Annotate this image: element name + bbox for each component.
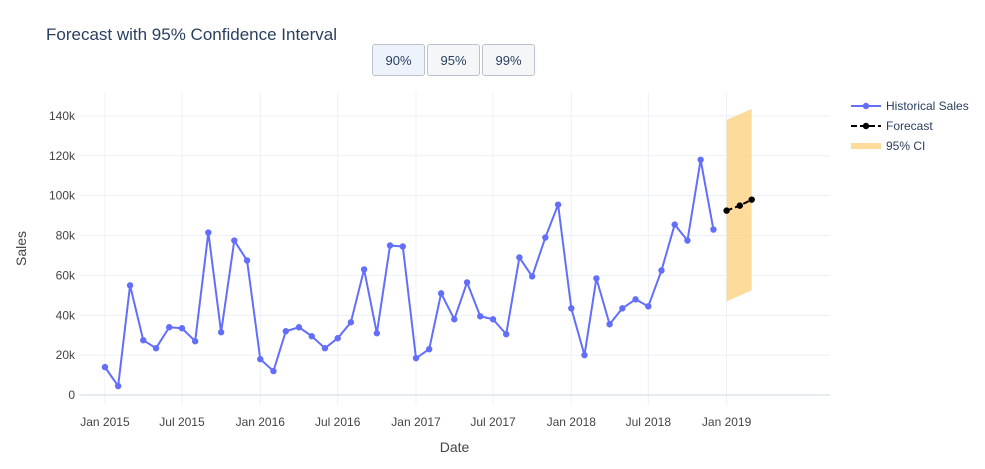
legend-historical-marker: [862, 102, 870, 110]
y-tick-label: 120k: [49, 149, 76, 163]
historical-point: [152, 344, 160, 352]
historical-point: [373, 330, 381, 337]
historical-point: [217, 329, 225, 336]
historical-point: [463, 279, 471, 286]
historical-point: [126, 282, 134, 289]
historical-point: [243, 257, 251, 264]
y-tick-label: 0: [68, 388, 75, 402]
historical-point: [321, 344, 329, 352]
historical-point: [412, 354, 420, 362]
historical-point: [593, 275, 600, 282]
legend-item-historical[interactable]: Historical Sales: [851, 99, 969, 113]
historical-point: [568, 305, 575, 312]
historical-point: [451, 316, 458, 323]
forecast-series: [723, 196, 755, 214]
y-tick-label: 140k: [49, 109, 76, 123]
historical-point: [308, 333, 315, 340]
historical-point: [101, 363, 109, 371]
historical-point: [166, 324, 173, 331]
x-tick-label: Jul 2018: [626, 415, 672, 429]
historical-point: [528, 273, 536, 280]
legend: Historical Sales Forecast 95% CI: [851, 99, 969, 153]
historical-point: [178, 325, 186, 332]
y-axis-title: Sales: [13, 231, 29, 266]
confidence-level-buttons: 90% 95% 99%: [372, 44, 535, 76]
axes: 0 20k 40k 60k 80k 100k 120k 140k Jan 2015 Jul 201…: [49, 109, 752, 429]
historical-point: [347, 319, 355, 326]
historical-point: [334, 335, 341, 342]
legend-item-ci[interactable]: 95% CI: [851, 139, 925, 153]
x-tick-label: Jul 2017: [470, 415, 516, 429]
historical-point: [710, 226, 717, 233]
ci-99-button[interactable]: 99%: [482, 44, 535, 76]
y-tick-label: 40k: [56, 308, 76, 322]
historical-point: [477, 313, 484, 320]
historical-point: [516, 254, 523, 261]
historical-point: [542, 234, 549, 241]
historical-point: [231, 237, 238, 244]
historical-point: [619, 305, 626, 312]
chart-title: Forecast with 95% Confidence Interval: [46, 25, 338, 44]
historical-point: [295, 324, 303, 331]
x-tick-label: Jan 2016: [236, 415, 286, 429]
x-tick-label: Jan 2019: [702, 415, 752, 429]
historical-point: [581, 351, 588, 359]
grid: [79, 92, 830, 405]
historical-point: [140, 337, 147, 344]
historical-point: [632, 296, 639, 303]
legend-ci-swatch: [851, 143, 881, 149]
historical-point: [191, 338, 199, 345]
historical-point: [658, 267, 665, 274]
ci-95-button[interactable]: 95%: [427, 44, 480, 76]
x-tick-label: Jul 2015: [159, 415, 205, 429]
ci-90-button[interactable]: 90%: [372, 44, 425, 76]
x-tick-label: Jan 2017: [391, 415, 441, 429]
legend-forecast-marker: [862, 122, 870, 130]
historical-point: [114, 382, 122, 390]
historical-point: [399, 243, 407, 250]
historical-point: [386, 242, 394, 249]
legend-historical-label: Historical Sales: [886, 99, 969, 113]
historical-point: [554, 201, 562, 208]
historical-point: [282, 328, 289, 335]
historical-point: [205, 229, 212, 236]
legend-forecast-label: Forecast: [886, 119, 933, 133]
x-axis-title: Date: [440, 439, 470, 455]
forecast-point: [723, 207, 730, 214]
x-tick-label: Jan 2018: [547, 415, 597, 429]
historical-point: [360, 266, 368, 273]
historical-point: [489, 316, 497, 323]
historical-point: [671, 221, 678, 228]
historical-series: [101, 156, 717, 390]
x-tick-label: Jan 2015: [80, 415, 130, 429]
forecast-point: [748, 196, 755, 203]
y-tick-label: 60k: [56, 268, 76, 282]
historical-point: [257, 355, 264, 363]
y-tick-label: 20k: [56, 348, 76, 362]
forecast-point: [736, 202, 743, 209]
historical-point: [425, 345, 433, 353]
legend-ci-label: 95% CI: [886, 139, 925, 153]
historical-point: [645, 303, 652, 310]
historical-point: [697, 156, 704, 163]
x-tick-label: Jul 2016: [315, 415, 361, 429]
historical-point: [606, 321, 613, 328]
historical-line: [104, 158, 715, 388]
legend-item-forecast[interactable]: Forecast: [851, 119, 933, 133]
historical-point: [502, 331, 510, 338]
historical-point: [437, 290, 445, 297]
y-tick-label: 80k: [56, 229, 76, 243]
historical-point: [684, 237, 691, 244]
y-tick-label: 100k: [49, 189, 76, 203]
historical-point: [270, 367, 277, 375]
